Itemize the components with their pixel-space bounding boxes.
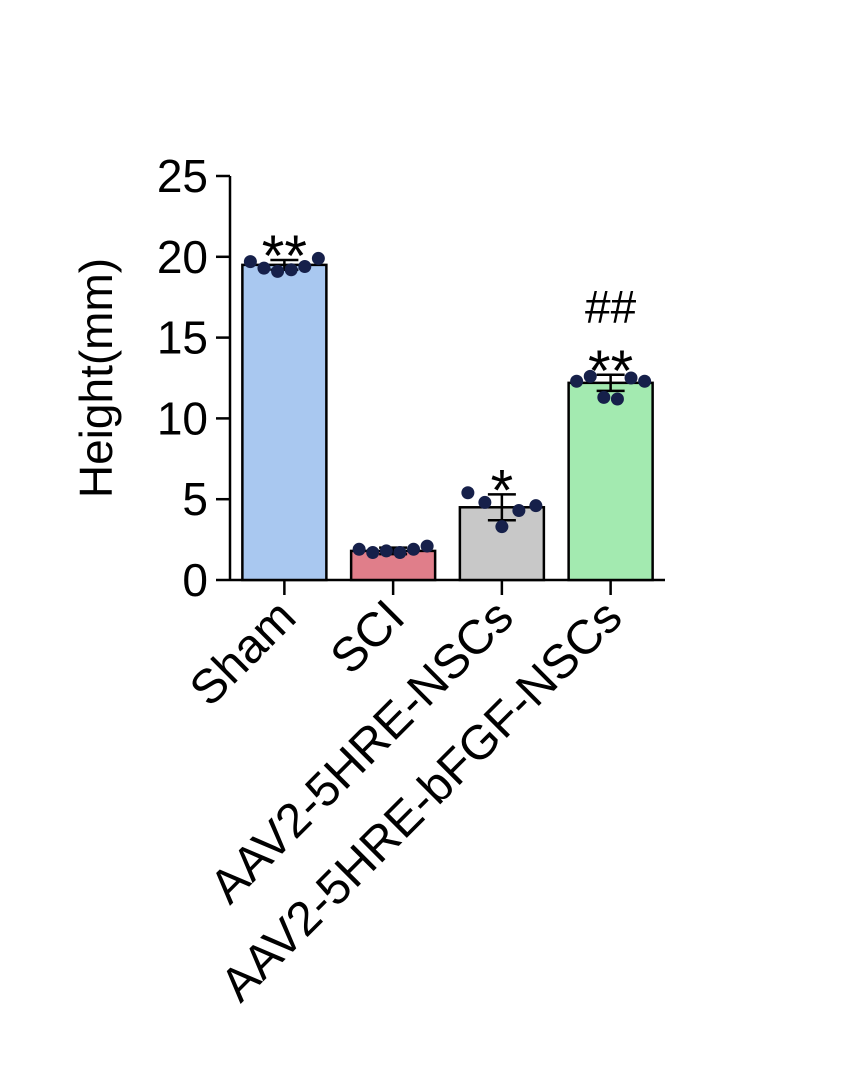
bar [349, 549, 437, 582]
data-point [284, 263, 298, 277]
data-point [393, 546, 407, 560]
bar [241, 263, 328, 582]
data-point [597, 390, 611, 404]
significance-label: ** [262, 224, 307, 289]
data-point [420, 539, 434, 553]
data-point [352, 542, 366, 556]
significance-label: ## [585, 281, 637, 333]
significance-label: ** [588, 339, 633, 404]
data-point [298, 259, 312, 273]
data-point [379, 544, 393, 558]
y-tick-label: 5 [182, 473, 208, 525]
data-point [624, 371, 638, 385]
data-point [243, 255, 257, 269]
data-point [610, 392, 624, 406]
y-tick-label: 15 [157, 312, 208, 364]
data-point [512, 504, 526, 518]
data-point [407, 542, 421, 556]
bar [567, 381, 654, 582]
y-tick-label: 10 [157, 392, 208, 444]
data-point [583, 369, 597, 383]
y-axis-label: Height(mm) [70, 258, 122, 498]
x-tick-label: SCI [321, 590, 415, 684]
data-point [311, 251, 325, 265]
y-tick-label: 25 [157, 150, 208, 202]
data-point [529, 499, 543, 513]
data-point [638, 374, 652, 388]
x-tick-label: Sham [180, 590, 306, 716]
y-tick-label: 20 [157, 231, 208, 283]
data-point [495, 520, 509, 534]
data-point [366, 546, 380, 560]
data-point [271, 264, 285, 278]
data-point [257, 261, 271, 275]
significance-label: * [491, 458, 514, 523]
y-tick-label: 0 [182, 554, 208, 606]
error-bar [596, 373, 625, 393]
data-point [461, 486, 475, 500]
data-point [570, 374, 584, 388]
data-point [478, 495, 492, 509]
